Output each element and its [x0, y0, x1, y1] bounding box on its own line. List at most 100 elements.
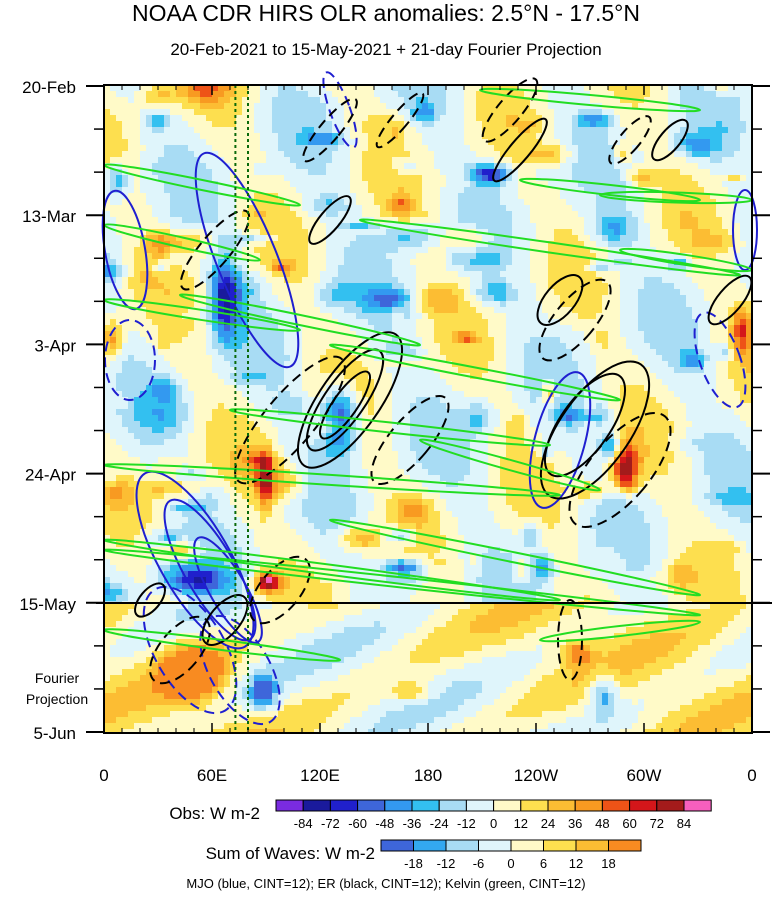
obs-anomaly-cell [488, 301, 495, 308]
obs-anomaly-cell [560, 205, 567, 212]
obs-anomaly-cell [590, 169, 597, 176]
obs-anomaly-cell [680, 127, 687, 134]
obs-anomaly-cell [224, 241, 231, 248]
obs-anomaly-cell [464, 211, 471, 218]
obs-anomaly-cell [458, 247, 465, 254]
obs-anomaly-cell [482, 145, 489, 152]
obs-anomaly-cell [464, 325, 471, 332]
obs-anomaly-cell [194, 169, 201, 176]
obs-anomaly-cell [422, 139, 429, 146]
obs-anomaly-cell [680, 301, 687, 308]
obs-anomaly-cell [350, 127, 357, 134]
obs-anomaly-cell [224, 235, 231, 242]
obs-anomaly-cell [644, 277, 651, 284]
obs-anomaly-cell [674, 319, 681, 326]
obs-anomaly-cell [338, 211, 345, 218]
obs-anomaly-cell [404, 199, 411, 206]
obs-anomaly-cell [188, 151, 195, 158]
obs-anomaly-cell [218, 247, 225, 254]
obs-anomaly-cell [104, 145, 111, 152]
obs-anomaly-cell [674, 271, 681, 278]
obs-anomaly-cell [326, 295, 333, 302]
obs-anomaly-cell [224, 217, 231, 224]
obs-anomaly-cell [716, 187, 723, 194]
obs-anomaly-cell [650, 355, 657, 362]
obs-anomaly-cell [548, 271, 555, 278]
obs-anomaly-cell [542, 301, 549, 308]
obs-anomaly-cell [260, 355, 267, 362]
obs-anomaly-cell [122, 91, 129, 98]
obs-anomaly-cell [596, 313, 603, 320]
obs-anomaly-cell [686, 223, 693, 230]
obs-anomaly-cell [416, 295, 423, 302]
obs-anomaly-cell [542, 121, 549, 128]
obs-anomaly-cell [302, 181, 309, 188]
obs-anomaly-cell [626, 241, 633, 248]
obs-anomaly-cell [578, 241, 585, 248]
obs-anomaly-cell [284, 313, 291, 320]
obs-anomaly-cell [374, 349, 381, 356]
obs-anomaly-cell [440, 223, 447, 230]
obs-anomaly-cell [428, 235, 435, 242]
obs-anomaly-cell [566, 283, 573, 290]
obs-anomaly-cell [260, 121, 267, 128]
obs-anomaly-cell [494, 283, 501, 290]
obs-anomaly-cell [368, 247, 375, 254]
obs-anomaly-cell [470, 163, 477, 170]
obs-anomaly-cell [620, 247, 627, 254]
obs-anomaly-cell [572, 145, 579, 152]
obs-anomaly-cell [254, 349, 261, 356]
obs-anomaly-cell [398, 109, 405, 116]
obs-anomaly-cell [476, 235, 483, 242]
obs-anomaly-cell [392, 235, 399, 242]
obs-anomaly-cell [542, 163, 549, 170]
obs-anomaly-cell [332, 211, 339, 218]
obs-anomaly-cell [746, 295, 752, 302]
obs-anomaly-cell [686, 271, 693, 278]
obs-anomaly-cell [272, 283, 279, 290]
obs-anomaly-cell [554, 229, 561, 236]
obs-anomaly-cell [194, 349, 201, 356]
obs-anomaly-cell [332, 169, 339, 176]
obs-anomaly-cell [704, 103, 711, 110]
obs-anomaly-cell [668, 169, 675, 176]
obs-anomaly-cell [314, 151, 321, 158]
obs-anomaly-cell [266, 193, 273, 200]
obs-anomaly-cell [740, 319, 747, 326]
obs-anomaly-cell [284, 121, 291, 128]
obs-anomaly-cell [434, 211, 441, 218]
obs-anomaly-cell [122, 319, 129, 326]
obs-anomaly-cell [392, 139, 399, 146]
obs-anomaly-cell [692, 319, 699, 326]
obs-anomaly-cell [344, 313, 351, 320]
obs-anomaly-cell [164, 103, 171, 110]
obs-anomaly-cell [674, 115, 681, 122]
obs-anomaly-cell [374, 289, 381, 296]
obs-anomaly-cell [302, 175, 309, 182]
obs-anomaly-cell [404, 319, 411, 326]
obs-anomaly-cell [584, 103, 591, 110]
obs-anomaly-cell [662, 223, 669, 230]
obs-anomaly-cell [584, 247, 591, 254]
obs-anomaly-cell [668, 271, 675, 278]
obs-anomaly-cell [512, 343, 519, 350]
obs-anomaly-cell [548, 343, 555, 350]
obs-anomaly-cell [122, 337, 129, 344]
obs-anomaly-cell [590, 223, 597, 230]
obs-anomaly-cell [164, 115, 171, 122]
obs-anomaly-cell [464, 307, 471, 314]
obs-anomaly-cell [368, 229, 375, 236]
obs-anomaly-cell [188, 127, 195, 134]
obs-anomaly-cell [428, 103, 435, 110]
obs-anomaly-cell [566, 163, 573, 170]
obs-anomaly-cell [230, 85, 237, 92]
obs-anomaly-cell [662, 277, 669, 284]
obs-anomaly-cell [182, 199, 189, 206]
obs-anomaly-cell [362, 247, 369, 254]
obs-anomaly-cell [674, 301, 681, 308]
obs-anomaly-cell [296, 85, 303, 92]
obs-anomaly-cell [248, 175, 255, 182]
obs-anomaly-cell [374, 211, 381, 218]
obs-anomaly-cell [236, 277, 243, 284]
obs-anomaly-cell [116, 211, 123, 218]
